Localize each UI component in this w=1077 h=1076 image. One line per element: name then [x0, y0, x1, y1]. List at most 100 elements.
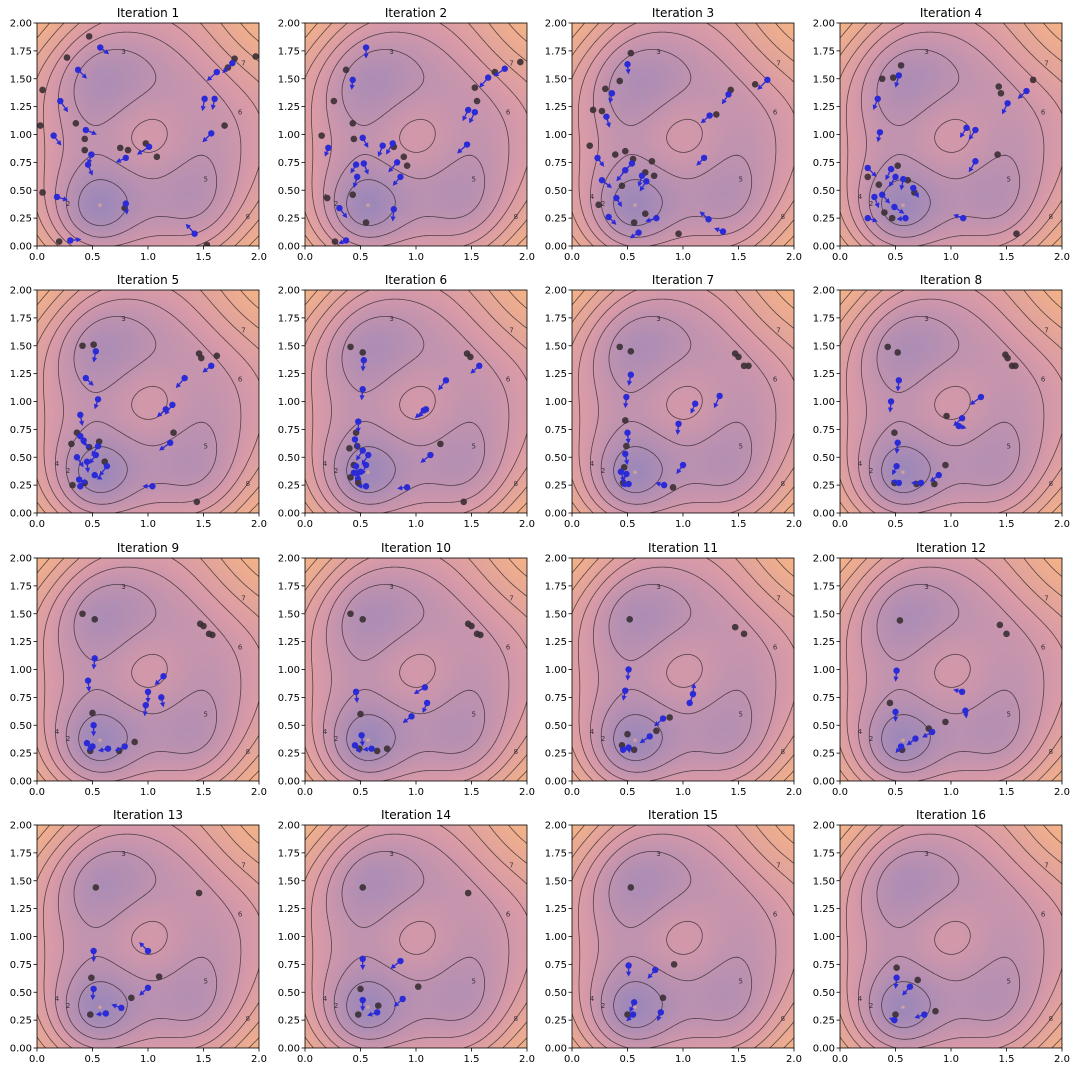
- contour-label: 7: [509, 861, 513, 869]
- arrow-start-point: [397, 958, 403, 964]
- contour-label: 8: [514, 213, 518, 221]
- contour-label: 3: [389, 583, 393, 591]
- data-point: [349, 191, 356, 198]
- arrow-start-point: [83, 375, 89, 381]
- arrow-start-point: [725, 91, 731, 97]
- contour-label: 2: [66, 735, 70, 743]
- data-point: [1013, 230, 1020, 237]
- contour-label: 7: [509, 594, 513, 602]
- data-point: [891, 429, 898, 436]
- arrow-start-point: [900, 176, 906, 182]
- arrow-start-point: [360, 956, 366, 962]
- y-tick-label: 0.50: [813, 453, 835, 464]
- contour-label: 8: [1049, 213, 1053, 221]
- arrow-start-point: [639, 173, 645, 179]
- data-point: [89, 710, 96, 717]
- data-point: [628, 50, 635, 57]
- x-tick-label: 2.0: [251, 252, 267, 263]
- y-tick-label: 0.50: [545, 721, 567, 732]
- y-tick-label: 1.25: [10, 904, 32, 915]
- data-point: [351, 136, 358, 143]
- x-tick-label: 0.0: [297, 252, 313, 263]
- arrow-start-point: [623, 394, 629, 400]
- arrow-start-point: [350, 77, 356, 83]
- contour-label: 6: [238, 643, 243, 651]
- x-tick-label: 0.5: [888, 787, 904, 798]
- y-tick-label: 1.75: [813, 46, 835, 57]
- data-point: [628, 348, 635, 355]
- x-tick-label: 1.5: [464, 1054, 480, 1065]
- y-tick-label: 2.00: [10, 19, 32, 30]
- arrow-start-point: [363, 462, 369, 468]
- y-tick-label: 0.75: [813, 693, 835, 704]
- heatmap-background: [840, 290, 1062, 513]
- contour-label: 3: [389, 315, 393, 323]
- y-tick-label: 1.00: [278, 130, 300, 141]
- contour-label: 6: [773, 108, 778, 116]
- arrow-start-point: [625, 962, 631, 968]
- contour-label: 7: [509, 326, 513, 334]
- x-tick-label: 2.0: [786, 787, 802, 798]
- y-tick-label: 0.00: [545, 509, 567, 520]
- arrow-start-point: [472, 109, 478, 115]
- y-tick-label: 1.50: [545, 341, 567, 352]
- y-tick-label: 1.50: [278, 74, 300, 85]
- data-point: [357, 986, 364, 993]
- arrow-start-point: [54, 194, 60, 200]
- arrow-start-point: [77, 412, 83, 418]
- contour-label: 2: [66, 1002, 70, 1010]
- arrow-start-point: [706, 112, 712, 118]
- y-tick-label: 0.75: [278, 158, 300, 169]
- contour-label: 4: [323, 460, 328, 468]
- x-tick-label: 1.5: [464, 252, 480, 263]
- arrow-start-point: [635, 229, 641, 235]
- heatmap-background: [840, 558, 1062, 781]
- y-tick-label: 0.75: [545, 158, 567, 169]
- arrow-start-point: [325, 145, 331, 151]
- x-tick-label: 1.0: [943, 252, 959, 263]
- contour-label: 6: [1041, 910, 1046, 918]
- data-point: [624, 731, 631, 738]
- x-tick-label: 1.5: [464, 519, 480, 530]
- x-tick-label: 1.0: [408, 787, 424, 798]
- arrow-start-point: [701, 155, 707, 161]
- contour-label: 4: [55, 460, 60, 468]
- contour-label: 7: [776, 59, 780, 67]
- y-tick-label: 0.00: [813, 1044, 835, 1055]
- arrow-start-point: [74, 454, 80, 460]
- arrow-start-point: [893, 463, 899, 469]
- y-tick-label: 0.50: [278, 721, 300, 732]
- y-tick-label: 1.25: [278, 904, 300, 915]
- y-tick-label: 2.00: [278, 19, 300, 30]
- data-point: [660, 995, 667, 1002]
- data-point: [39, 189, 46, 196]
- contour-label: 4: [55, 728, 60, 736]
- contour-label: 6: [238, 108, 243, 116]
- y-tick-label: 1.25: [813, 904, 835, 915]
- contour-label: 5: [1006, 175, 1010, 183]
- y-tick-label: 1.25: [278, 102, 300, 113]
- arrow-start-point: [145, 689, 151, 695]
- arrow-start-point: [88, 151, 94, 157]
- y-tick-label: 1.50: [545, 609, 567, 620]
- y-tick-label: 0.25: [545, 749, 567, 760]
- arrow-start-point: [963, 125, 969, 131]
- arrow-start-point: [716, 393, 722, 399]
- arrow-start-point: [145, 985, 151, 991]
- data-point: [88, 974, 95, 981]
- arrow-start-point: [169, 402, 175, 408]
- y-tick-label: 1.75: [545, 313, 567, 324]
- arrow-start-point: [624, 430, 630, 436]
- y-tick-label: 0.50: [813, 988, 835, 999]
- arrow-start-point: [424, 700, 430, 706]
- y-tick-label: 1.50: [278, 876, 300, 887]
- arrow-start-point: [160, 673, 166, 679]
- arrow-start-point: [90, 722, 96, 728]
- contour-label: 2: [869, 735, 873, 743]
- heatmap-background: [37, 825, 259, 1048]
- arrow-start-point: [962, 708, 968, 714]
- y-tick-label: 2.00: [278, 821, 300, 832]
